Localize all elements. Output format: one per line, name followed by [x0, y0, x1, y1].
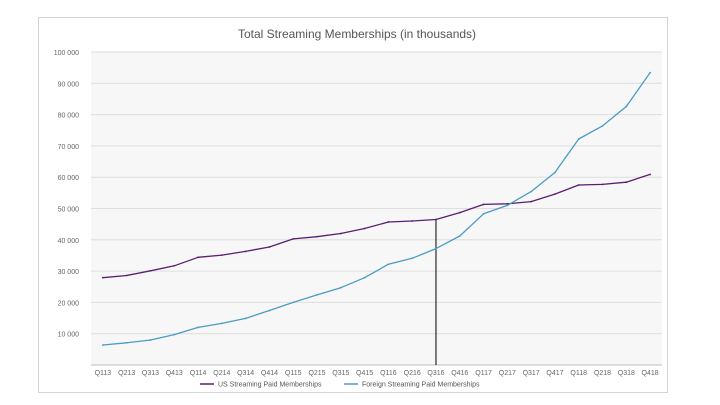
data-point [316, 293, 318, 296]
y-tick-label: 40 000 [58, 238, 80, 245]
data-point [411, 257, 414, 260]
x-tick-label: Q214 [213, 370, 230, 377]
data-point [173, 264, 176, 267]
data-point [577, 184, 580, 186]
y-axis-ticks: 10 000 20 000 30 000 40 000 50 000 60 000 70 0… [54, 50, 79, 339]
data-point [173, 333, 176, 336]
x-tick-label: Q114 [190, 370, 207, 377]
y-tick-label: 90 000 [58, 81, 80, 88]
data-point [149, 339, 152, 341]
data-point [649, 173, 652, 176]
data-point [197, 326, 199, 329]
x-tick-label: Q415 [356, 370, 373, 377]
data-point [482, 203, 485, 206]
data-point [458, 235, 461, 237]
data-point [149, 269, 152, 272]
x-tick-label: Q316 [427, 370, 444, 377]
x-tick-label: Q117 [475, 370, 492, 377]
data-point [435, 218, 437, 221]
data-point [530, 200, 533, 203]
x-tick-label: Q418 [642, 370, 659, 377]
data-point [625, 181, 628, 184]
x-tick-label: Q113 [95, 370, 112, 377]
legend: US Streaming Paid Memberships Foreign Str… [200, 382, 480, 389]
y-tick-label: 30 000 [58, 269, 80, 276]
data-point [268, 309, 271, 312]
data-point [244, 317, 247, 320]
data-point [601, 183, 604, 186]
x-tick-label: Q413 [166, 370, 183, 377]
data-point [363, 227, 366, 230]
series-line-2 [102, 72, 651, 346]
x-tick-label: Q414 [261, 370, 278, 377]
data-point [482, 212, 485, 215]
series-lines [101, 71, 652, 346]
data-point [435, 247, 437, 250]
data-point [339, 286, 342, 289]
series-line-1 [102, 173, 651, 279]
legend-label: US Streaming Paid Memberships [218, 382, 322, 389]
y-tick-label: 50 000 [58, 207, 80, 214]
data-point [363, 276, 366, 279]
x-tick-label: Q314 [237, 370, 254, 377]
x-tick-label: Q213 [118, 370, 135, 377]
data-point [268, 246, 271, 248]
x-tick-label: Q317 [523, 370, 540, 377]
chart-title: Total Streaming Memberships (in thousand… [238, 27, 476, 41]
data-point [458, 211, 461, 214]
data-point [554, 193, 556, 196]
y-tick-label: 70 000 [58, 144, 80, 151]
data-point [125, 274, 128, 277]
y-tick-label: 20 000 [58, 300, 80, 307]
x-tick-label: Q215 [308, 370, 325, 377]
x-tick-label: Q315 [332, 370, 349, 377]
data-point [506, 204, 509, 207]
x-axis-ticks: Q113 Q213 Q313 Q413 Q114 Q214 Q314 Q414 Q115 Q215… [95, 370, 659, 377]
data-point [554, 171, 556, 174]
data-point [625, 105, 628, 108]
data-point [601, 124, 604, 127]
x-tick-label: Q217 [499, 370, 516, 377]
x-tick-label: Q216 [404, 370, 421, 377]
y-tick-label: 80 000 [58, 113, 80, 120]
data-point [197, 256, 199, 259]
data-point [411, 220, 414, 222]
data-point [577, 138, 580, 140]
x-tick-label: Q116 [380, 370, 397, 377]
x-tick-label: Q318 [618, 370, 635, 377]
data-point [292, 301, 295, 304]
data-point [101, 344, 104, 346]
y-tick-label: 60 000 [58, 175, 80, 182]
data-point [292, 237, 295, 240]
data-point [101, 276, 104, 279]
y-tick-label: 10 000 [58, 332, 80, 339]
data-point [506, 202, 509, 205]
data-point [244, 250, 247, 253]
x-tick-label: Q118 [570, 370, 587, 377]
x-tick-label: Q416 [451, 370, 468, 377]
x-tick-label: Q417 [546, 370, 563, 377]
data-point [220, 254, 223, 257]
data-point [220, 322, 223, 325]
x-tick-label: Q313 [142, 370, 159, 377]
data-point [387, 263, 390, 266]
data-point [530, 190, 533, 193]
data-point [316, 235, 318, 238]
legend-label: Foreign Streaming Paid Memberships [362, 382, 480, 389]
data-point [387, 221, 390, 223]
data-point [339, 232, 342, 235]
data-point [125, 341, 128, 344]
y-tick-label: 100 000 [54, 50, 79, 57]
x-tick-label: Q115 [285, 370, 302, 377]
data-point [649, 71, 652, 74]
x-tick-label: Q218 [594, 370, 611, 377]
